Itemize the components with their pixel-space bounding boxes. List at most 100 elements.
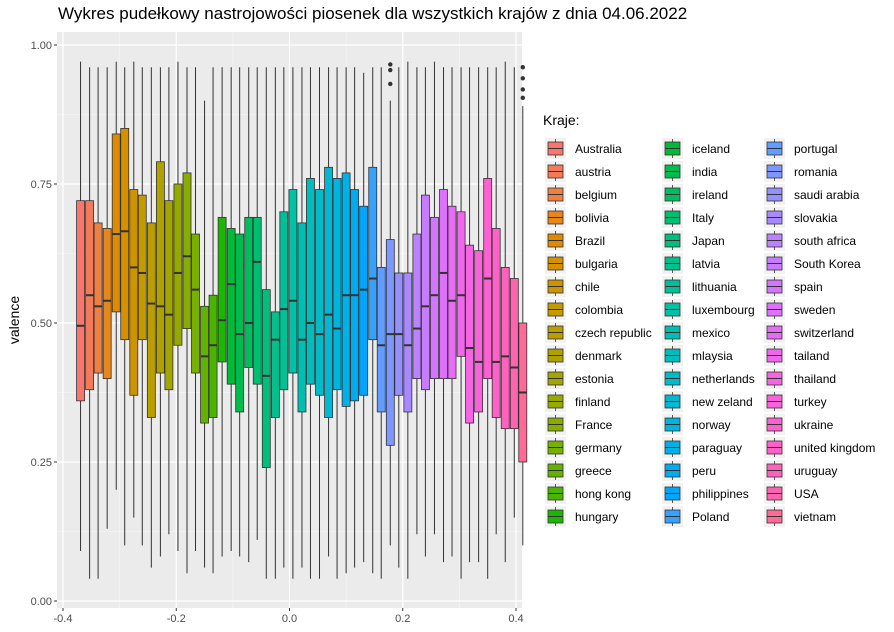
legend-item: paraguay bbox=[662, 437, 742, 458]
legend-item: slovakia bbox=[764, 207, 838, 228]
box-south-korea bbox=[420, 67, 430, 557]
box-iqr bbox=[412, 233, 422, 379]
box-latvia bbox=[270, 67, 280, 579]
legend-item: germany bbox=[545, 437, 622, 458]
legend-label: Australia bbox=[575, 142, 622, 156]
legend-item: turkey bbox=[764, 391, 827, 412]
box-iqr bbox=[164, 200, 174, 391]
box-chile bbox=[129, 61, 139, 518]
box-sweden bbox=[439, 67, 448, 563]
box-iqr bbox=[306, 178, 315, 385]
legend-label: norway bbox=[692, 418, 731, 432]
box-iceland bbox=[226, 67, 236, 551]
legend-item: belgium bbox=[545, 184, 617, 205]
box-mlaysia bbox=[306, 67, 315, 579]
legend-label: USA bbox=[794, 487, 819, 501]
box-colombia bbox=[137, 67, 147, 546]
legend-label: finland bbox=[575, 395, 610, 409]
box-iqr bbox=[465, 244, 474, 424]
legend-item: finland bbox=[545, 391, 610, 412]
legend-label: bolivia bbox=[575, 211, 609, 225]
chart-title: Wykres pudełkowy nastrojowości piosenek … bbox=[58, 4, 688, 23]
legend-label: sweden bbox=[794, 303, 835, 317]
box-iqr bbox=[111, 133, 121, 313]
y-tick-label: 0.75 bbox=[31, 179, 52, 191]
legend-label: tailand bbox=[794, 349, 829, 363]
legend-item: colombia bbox=[545, 299, 623, 320]
box-iqr bbox=[146, 222, 156, 418]
legend-label: iceland bbox=[692, 142, 730, 156]
box-iqr bbox=[332, 178, 342, 391]
box-iqr bbox=[341, 172, 351, 407]
legend-item: lithuania bbox=[662, 276, 737, 297]
box-iqr bbox=[385, 239, 395, 446]
legend-item: hong kong bbox=[545, 483, 631, 504]
legend-item: Australia bbox=[545, 138, 622, 159]
outlier-point bbox=[520, 87, 525, 92]
legend-label: luxembourg bbox=[692, 303, 755, 317]
legend-label: estonia bbox=[575, 372, 614, 386]
legend-label: hong kong bbox=[575, 487, 631, 501]
legend-label: belgium bbox=[575, 188, 617, 202]
box-iqr bbox=[368, 166, 378, 341]
legend-item: denmark bbox=[545, 345, 623, 366]
legend-label: romania bbox=[794, 165, 838, 179]
box-iqr bbox=[491, 228, 501, 418]
box-iqr bbox=[102, 228, 112, 379]
box-lithuania bbox=[279, 67, 289, 568]
legend-item: thailand bbox=[764, 368, 836, 389]
box-iqr bbox=[93, 222, 103, 374]
box-iqr bbox=[376, 266, 386, 413]
box-iqr bbox=[76, 200, 85, 402]
legend-label: india bbox=[692, 165, 718, 179]
box-iqr bbox=[315, 189, 324, 396]
legend-label: ukraine bbox=[794, 418, 834, 432]
legend-item: Poland bbox=[662, 506, 729, 527]
box-iqr bbox=[447, 205, 457, 380]
legend-item: new zeland bbox=[662, 391, 753, 412]
box-uruguay bbox=[500, 61, 510, 563]
legend-item: spain bbox=[764, 276, 823, 297]
box-slovakia bbox=[403, 61, 413, 579]
legend-label: mexico bbox=[692, 326, 730, 340]
legend-item: luxembourg bbox=[662, 299, 755, 320]
legend-item: saudi arabia bbox=[764, 184, 860, 205]
x-tick-label: 0.4 bbox=[508, 613, 523, 625]
box-italy bbox=[252, 67, 262, 540]
box-iqr bbox=[279, 211, 289, 391]
box-india bbox=[235, 67, 245, 557]
box-iqr bbox=[270, 311, 280, 418]
outlier-point bbox=[520, 95, 525, 101]
box-finland bbox=[173, 61, 183, 551]
legend-label: slovakia bbox=[794, 211, 838, 225]
legend-label: lithuania bbox=[692, 280, 737, 294]
legend-label: denmark bbox=[575, 349, 623, 363]
box-south-africa bbox=[412, 67, 422, 535]
box-iqr bbox=[252, 216, 262, 385]
box-iqr bbox=[430, 216, 439, 380]
legend-label: bulgaria bbox=[575, 257, 618, 271]
legend-item: philippines bbox=[662, 483, 749, 504]
box-bulgaria bbox=[120, 67, 130, 546]
legend-label: thailand bbox=[794, 372, 836, 386]
y-tick-label: 0.25 bbox=[31, 457, 52, 469]
legend-item: France bbox=[545, 414, 613, 435]
box-vietnam bbox=[518, 65, 528, 546]
legend-label: South Korea bbox=[794, 257, 861, 271]
box-iqr bbox=[226, 228, 236, 385]
legend-label: Brazil bbox=[575, 234, 605, 248]
box-iqr bbox=[235, 233, 245, 413]
legend-label: united kingdom bbox=[794, 441, 875, 455]
legend-item: ireland bbox=[662, 184, 728, 205]
box-iqr bbox=[403, 272, 413, 413]
box-greece bbox=[200, 100, 209, 568]
legend-label: ireland bbox=[692, 188, 728, 202]
legend-label: netherlands bbox=[692, 372, 755, 386]
legend-item: switzerland bbox=[764, 322, 854, 343]
box-iqr bbox=[182, 172, 192, 329]
legend-label: paraguay bbox=[692, 441, 742, 455]
box-thailand bbox=[465, 67, 474, 563]
box-australia bbox=[76, 61, 85, 551]
box-france bbox=[182, 67, 192, 574]
